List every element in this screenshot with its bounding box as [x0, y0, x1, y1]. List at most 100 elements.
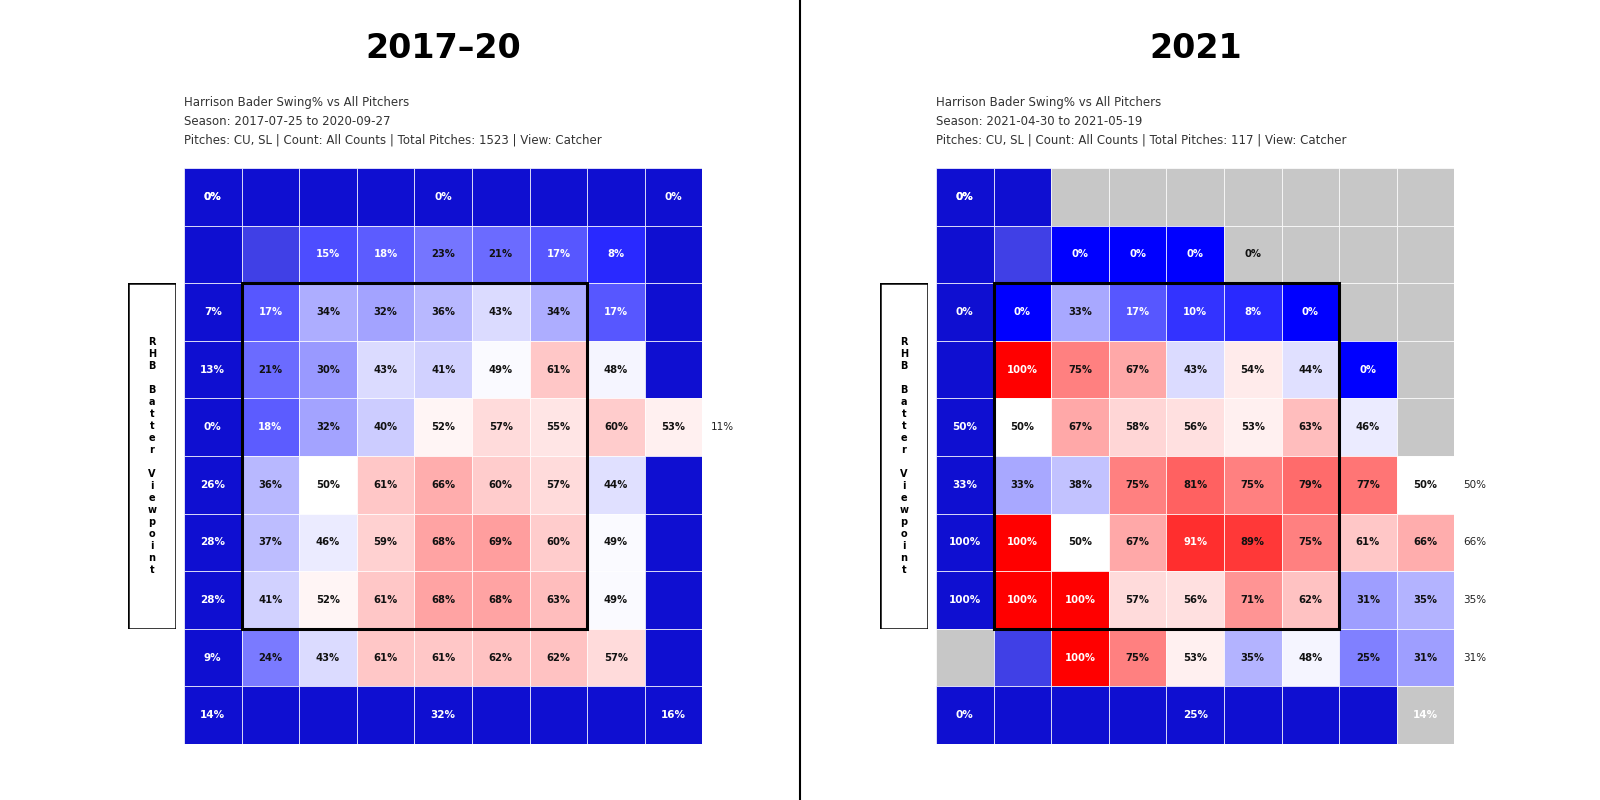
Text: 2017–20: 2017–20	[365, 32, 522, 65]
Bar	[645, 571, 702, 629]
Text: 62%: 62%	[1298, 595, 1322, 605]
Text: 79%: 79%	[1299, 480, 1322, 490]
Bar	[414, 341, 472, 398]
Bar	[184, 629, 242, 686]
Bar	[530, 456, 587, 514]
Bar	[645, 283, 702, 341]
Text: 0%: 0%	[1187, 250, 1203, 259]
Bar	[994, 456, 1051, 514]
Bar	[357, 341, 414, 398]
Text: 44%: 44%	[603, 480, 629, 490]
Bar	[936, 629, 994, 686]
Bar	[1166, 514, 1224, 571]
Bar	[1339, 686, 1397, 744]
Text: 32%: 32%	[317, 422, 339, 432]
Text: 52%: 52%	[315, 595, 339, 605]
Text: 53%: 53%	[662, 422, 685, 432]
Bar	[587, 341, 645, 398]
Text: 75%: 75%	[1069, 365, 1091, 374]
Bar	[414, 456, 472, 514]
Bar	[936, 571, 994, 629]
Bar	[530, 514, 587, 571]
Bar	[184, 514, 242, 571]
Bar	[414, 226, 472, 283]
Bar	[994, 226, 1051, 283]
Bar	[936, 283, 994, 341]
Text: 66%: 66%	[430, 480, 456, 490]
Bar	[1282, 398, 1339, 456]
Text: 0%: 0%	[1245, 250, 1261, 259]
Bar	[1166, 398, 1224, 456]
Text: 56%: 56%	[1182, 595, 1208, 605]
Text: 17%: 17%	[1125, 307, 1150, 317]
Text: 35%: 35%	[1414, 595, 1437, 605]
Text: 61%: 61%	[373, 480, 398, 490]
Bar	[1224, 686, 1282, 744]
Text: 100%: 100%	[1064, 595, 1096, 605]
Bar	[1166, 283, 1224, 341]
Bar	[530, 341, 587, 398]
Bar	[242, 629, 299, 686]
Text: 50%: 50%	[952, 422, 978, 432]
Bar	[299, 168, 357, 226]
Text: 0%: 0%	[955, 307, 974, 317]
Text: 57%: 57%	[546, 480, 570, 490]
Bar	[1051, 571, 1109, 629]
Text: 21%: 21%	[258, 365, 283, 374]
Text: 8%: 8%	[1245, 307, 1261, 317]
Bar	[1397, 571, 1454, 629]
Bar	[994, 283, 1051, 341]
Text: 31%: 31%	[1355, 595, 1381, 605]
Text: 43%: 43%	[1182, 365, 1208, 374]
Text: 31%: 31%	[1462, 653, 1486, 662]
Bar	[1051, 456, 1109, 514]
Text: 75%: 75%	[1125, 480, 1149, 490]
Bar	[587, 398, 645, 456]
Text: 41%: 41%	[430, 365, 456, 374]
Text: 52%: 52%	[430, 422, 454, 432]
Bar	[414, 168, 472, 226]
Text: 61%: 61%	[430, 653, 456, 662]
Bar	[1051, 686, 1109, 744]
Text: 17%: 17%	[258, 307, 283, 317]
Text: 28%: 28%	[200, 538, 226, 547]
Bar	[1339, 629, 1397, 686]
Text: 0%: 0%	[955, 710, 974, 720]
Bar	[1282, 686, 1339, 744]
Text: 16%: 16%	[661, 710, 686, 720]
Bar	[184, 168, 242, 226]
Bar	[1282, 629, 1339, 686]
Bar	[1339, 226, 1397, 283]
Text: 63%: 63%	[546, 595, 570, 605]
Text: 58%: 58%	[1125, 422, 1150, 432]
Bar	[357, 283, 414, 341]
Text: 60%: 60%	[546, 538, 570, 547]
Bar	[1282, 571, 1339, 629]
Text: 0%: 0%	[1302, 307, 1318, 317]
Bar	[184, 341, 242, 398]
Text: 46%: 46%	[1355, 422, 1381, 432]
Text: 46%: 46%	[315, 538, 341, 547]
Text: 41%: 41%	[258, 595, 283, 605]
Text: 68%: 68%	[430, 538, 456, 547]
Text: 36%: 36%	[430, 307, 454, 317]
Bar	[645, 226, 702, 283]
Bar	[184, 456, 242, 514]
Bar	[936, 168, 994, 226]
Bar	[472, 514, 530, 571]
Text: 21%: 21%	[488, 250, 514, 259]
Bar	[242, 226, 299, 283]
Bar	[472, 341, 530, 398]
Bar	[1051, 168, 1109, 226]
Text: 60%: 60%	[603, 422, 627, 432]
Bar	[472, 686, 530, 744]
Text: 89%: 89%	[1242, 538, 1264, 547]
Bar	[1051, 629, 1109, 686]
Bar	[1166, 341, 1224, 398]
Text: 31%: 31%	[1413, 653, 1438, 662]
Bar	[1339, 456, 1397, 514]
Bar	[530, 571, 587, 629]
Text: 8%: 8%	[608, 250, 624, 259]
Bar	[357, 686, 414, 744]
Bar	[1051, 283, 1109, 341]
